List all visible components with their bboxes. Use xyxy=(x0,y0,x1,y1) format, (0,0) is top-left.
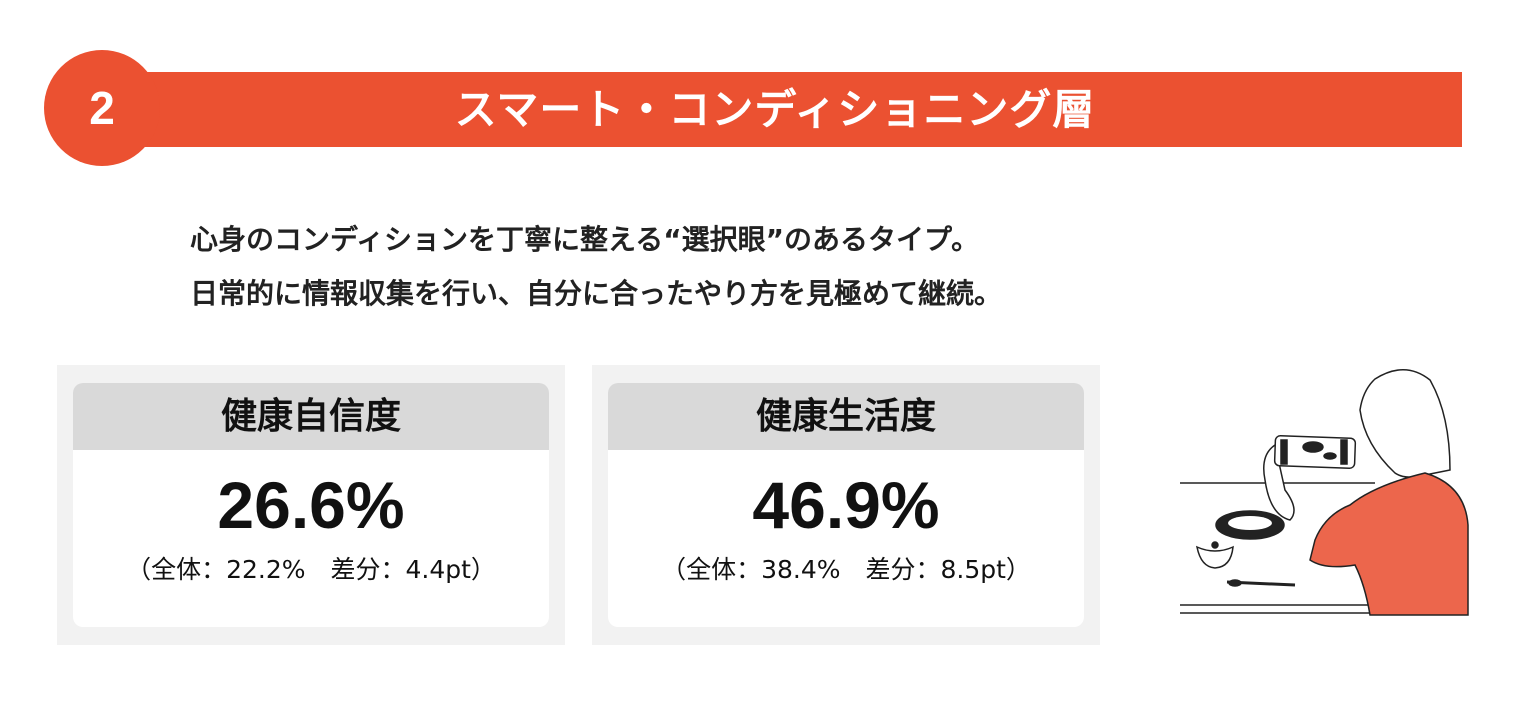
stat-detail: （全体：22.2% 差分：4.4pt） xyxy=(126,555,496,584)
stat-label: 健康自信度 xyxy=(73,383,549,450)
header-bar xyxy=(100,72,1462,147)
section-title: スマート・コンディショニング層 xyxy=(454,85,1096,134)
stat-label: 健康生活度 xyxy=(608,383,1084,450)
woman-photographing-meal-illustration xyxy=(1180,369,1469,616)
number-badge xyxy=(44,50,160,166)
stat-card-health-confidence: 健康自信度 26.6% （全体：22.2% 差分：4.4pt） xyxy=(57,365,565,645)
description-line-1: 心身のコンディションを丁寧に整える“選択眼”のあるタイプ。 xyxy=(190,223,980,256)
stat-value: 46.9% xyxy=(752,468,940,542)
stat-card-health-lifestyle: 健康生活度 46.9% （全体：38.4% 差分：8.5pt） xyxy=(592,365,1100,645)
stat-value: 26.6% xyxy=(217,468,405,542)
description-line-2: 日常的に情報収集を行い、自分に合ったやり方を見極めて継続。 xyxy=(190,277,1003,310)
stat-detail: （全体：38.4% 差分：8.5pt） xyxy=(661,555,1031,584)
section-number: 2 xyxy=(89,82,115,134)
